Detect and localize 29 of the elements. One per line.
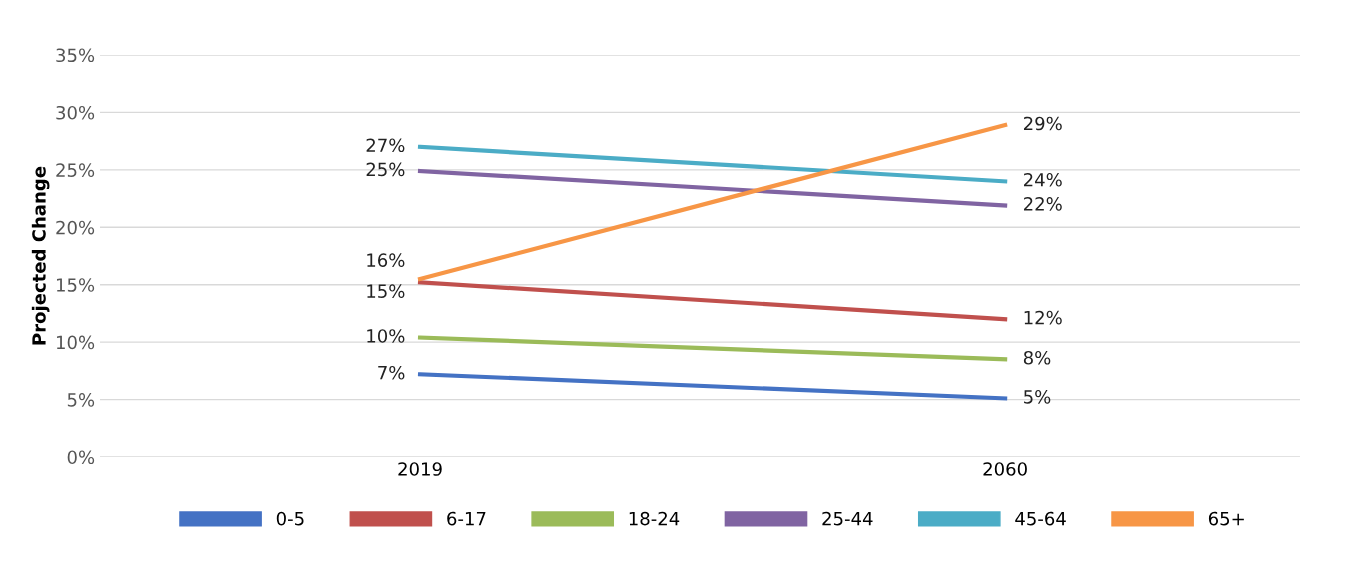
data-label: 24% [1023,172,1062,187]
y-tick-label: 25% [56,163,95,177]
legend-label: 65+ [1208,511,1244,526]
y-tick-label: 15% [56,278,95,292]
data-label: 7% [378,365,405,380]
data-label: 29% [1023,116,1062,131]
y-tick-label: 10% [56,335,95,350]
data-label: 10% [367,329,405,343]
y-tick-label: 20% [56,220,95,235]
data-label: 12% [1024,310,1062,325]
y-tick-label: 35% [56,48,95,63]
legend-label: 18-24 [629,511,680,526]
y-tick-label: 0% [67,450,95,465]
data-label: 25% [366,162,405,177]
data-label: 15% [367,284,405,298]
data-label: 16% [367,253,405,267]
legend-label: 0-5 [276,511,304,526]
y-axis-title: Projected Change [31,166,50,345]
data-label: 8% [1023,350,1051,365]
legend-label: 45-64 [1015,511,1066,526]
data-label: 5% [1024,390,1051,404]
x-tick-label: 2060 [983,462,1027,476]
legend-label: 25-44 [822,511,873,526]
x-tick-label: 2019 [398,462,442,476]
data-label: 27% [366,138,405,153]
y-tick-label: 30% [56,105,95,120]
data-label: 22% [1023,197,1062,211]
legend-label: 6-17 [447,511,486,526]
y-tick-label: 5% [67,393,95,407]
